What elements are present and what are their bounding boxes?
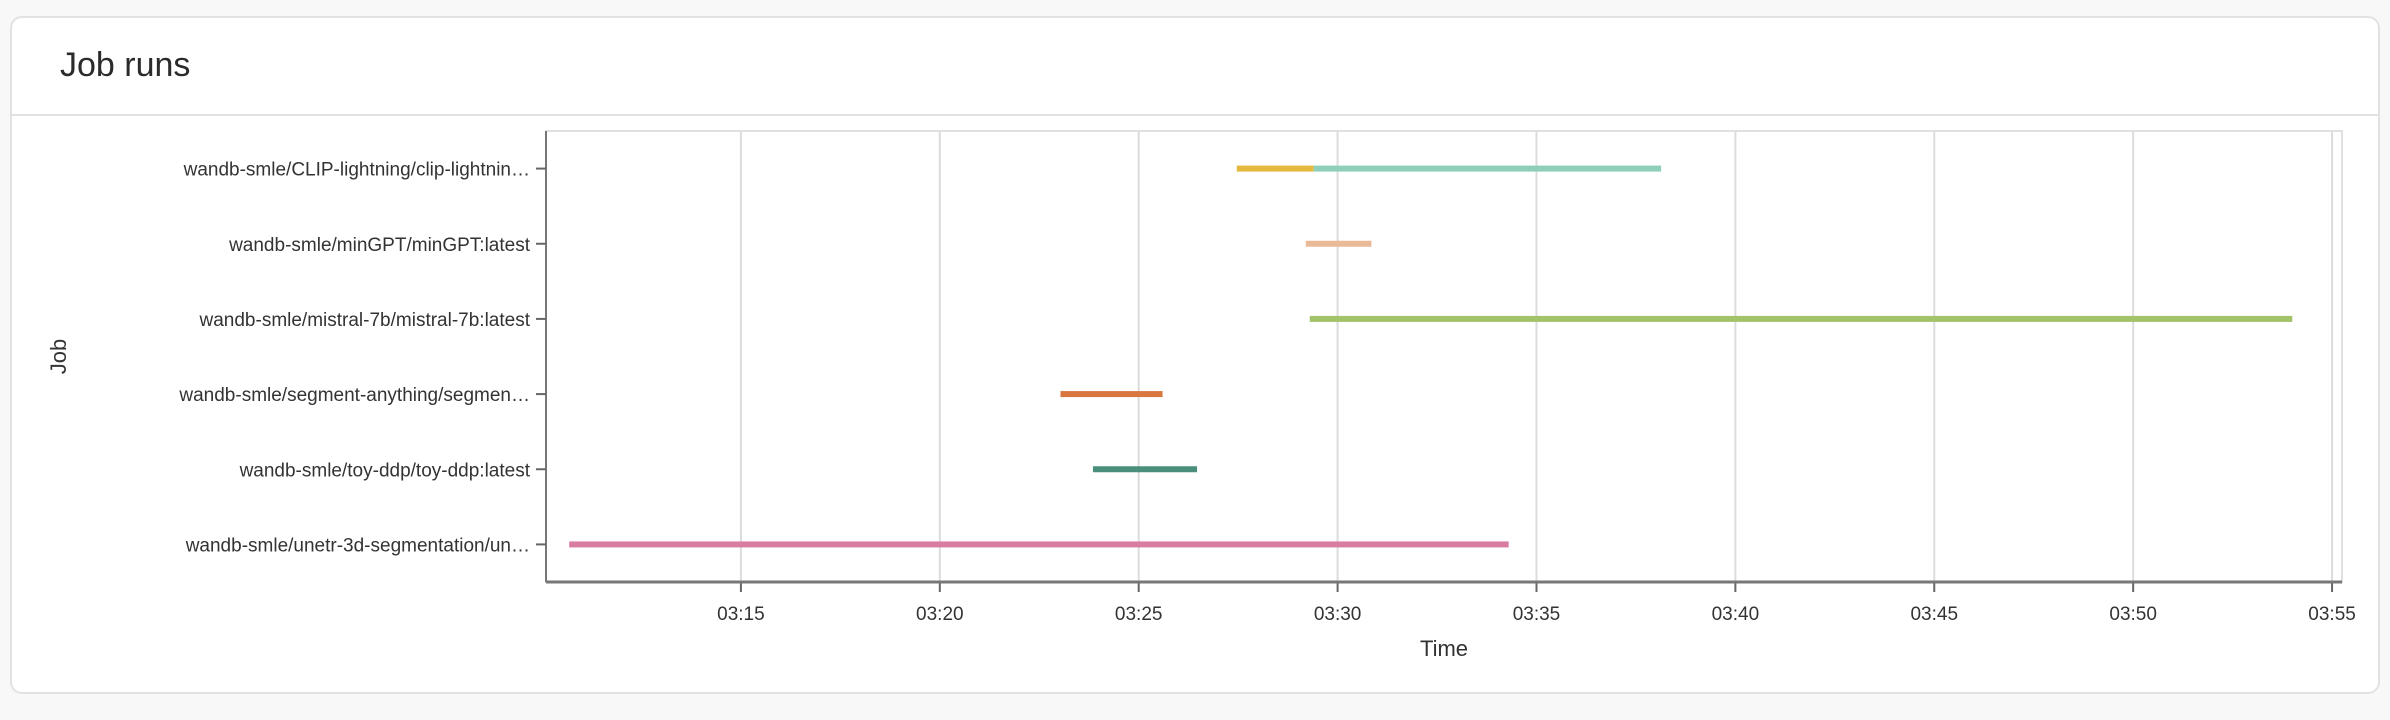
y-tick-label: wandb-smle/mistral-7b/mistral-7b:latest	[199, 310, 531, 331]
run-bar	[1309, 315, 2293, 322]
y-tick-label: wandb-smle/minGPT/minGPT:latest	[228, 235, 531, 256]
x-axis-label: Time	[1420, 636, 1468, 661]
x-tick-label: 03:55	[2308, 604, 2356, 625]
y-tick-label: wandb-smle/CLIP-lightning/clip-lightnin…	[183, 160, 530, 181]
run-bar	[1313, 165, 1662, 172]
y-tick-label: wandb-smle/toy-ddp/toy-ddp:latest	[239, 460, 531, 481]
y-axis-label: Job	[46, 339, 71, 374]
run-bar	[1236, 165, 1314, 172]
y-tick-label: wandb-smle/unetr-3d-segmentation/un…	[185, 535, 530, 556]
x-tick-label: 03:20	[916, 604, 964, 625]
x-tick-label: 03:35	[1513, 604, 1561, 625]
run-bar	[1305, 240, 1372, 247]
panel-header: Job runs	[12, 18, 2378, 116]
panel-title: Job runs	[60, 46, 191, 84]
y-tick-label: wandb-smle/segment-anything/segmen…	[178, 385, 530, 406]
x-tick-label: 03:25	[1115, 604, 1163, 625]
x-tick-label: 03:40	[1712, 604, 1760, 625]
plot-frame	[545, 130, 2343, 583]
x-tick-label: 03:45	[1910, 604, 1958, 625]
run-bar	[569, 541, 1509, 548]
run-bar	[1092, 466, 1198, 473]
x-tick-label: 03:50	[2109, 604, 2157, 625]
x-tick-label: 03:30	[1314, 604, 1362, 625]
x-tick-label: 03:15	[717, 604, 765, 625]
run-bar	[1060, 391, 1163, 398]
